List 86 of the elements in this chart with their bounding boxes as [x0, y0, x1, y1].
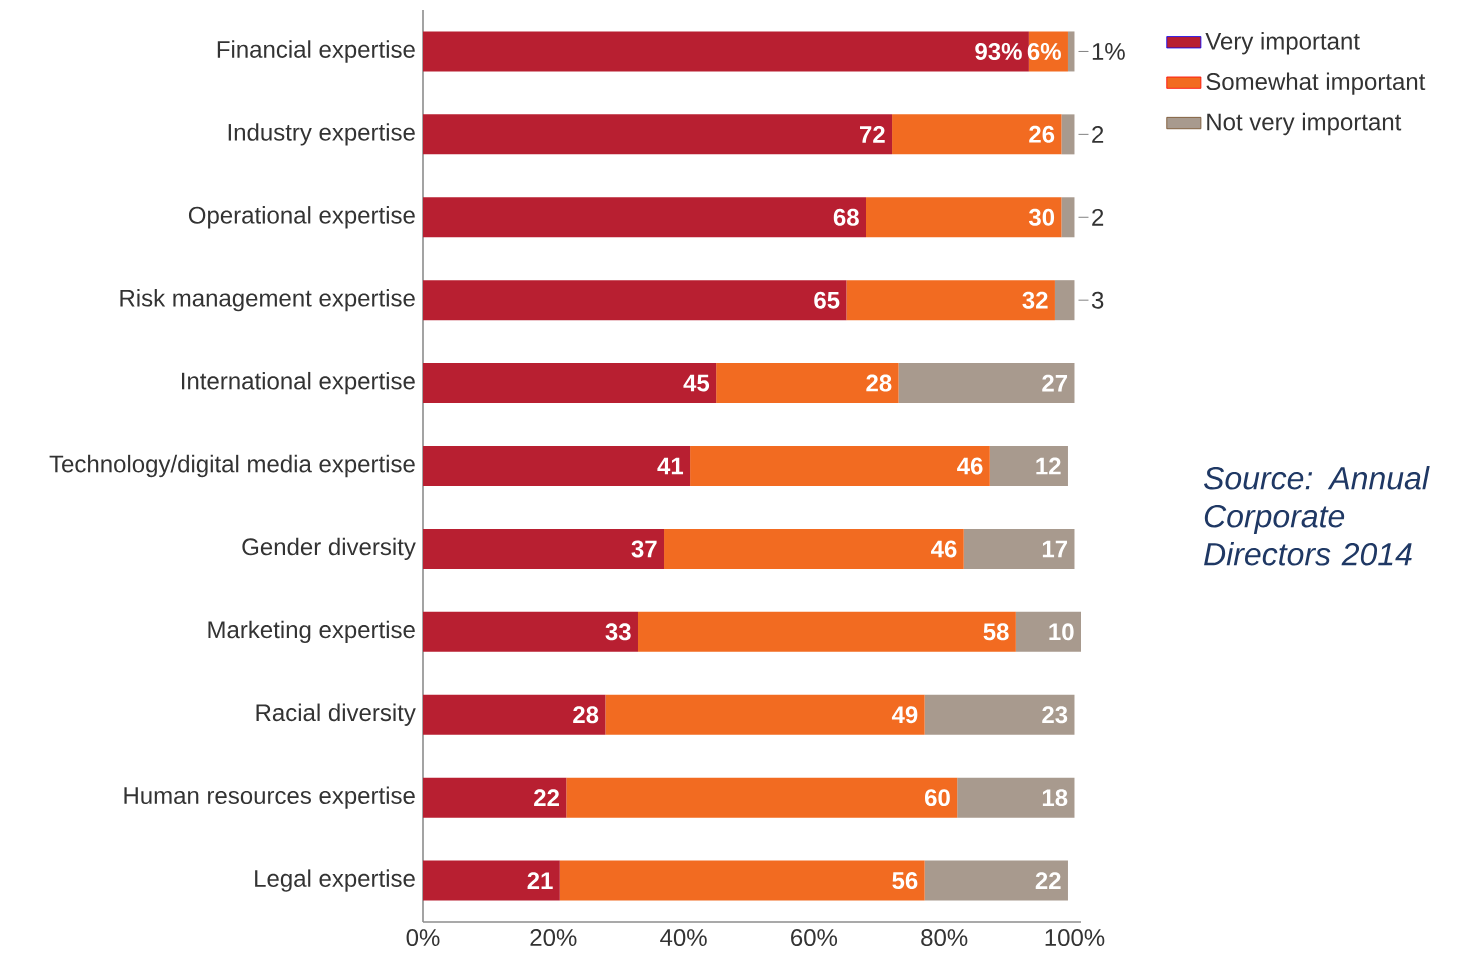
data-label: 23	[1042, 706, 1068, 724]
y-tick-label: Industry expertise	[228, 123, 415, 146]
bar	[637, 611, 1016, 652]
legend-label: Very important	[1205, 32, 1360, 55]
y-tick-label: Racial diversity	[256, 703, 416, 726]
bar	[423, 446, 691, 486]
bar	[423, 777, 567, 818]
bar	[1067, 31, 1075, 72]
data-label: 37	[631, 540, 657, 558]
y-tick-label: Operational expertise	[188, 206, 415, 229]
data-label: 93%	[975, 42, 1022, 60]
bar	[846, 280, 1055, 321]
data-label: 72	[860, 125, 885, 143]
data-label: 28	[866, 374, 892, 392]
bar	[690, 446, 990, 486]
bar	[423, 280, 847, 321]
data-label: 10	[1049, 623, 1074, 641]
bar	[423, 694, 606, 735]
bar	[423, 860, 560, 901]
data-label: 46	[957, 457, 983, 475]
bar	[898, 363, 1075, 404]
x-tick-label: 40%	[660, 929, 707, 947]
data-label: 26	[1029, 125, 1055, 143]
source-note: Source: Annual Corporate Directors 2014	[1203, 466, 1430, 566]
y-tick-label: Technology/digital media expertise	[49, 454, 415, 478]
y-tick-label: Financial expertise	[217, 40, 415, 63]
bar	[423, 114, 893, 155]
y-tick-label: Risk management expertise	[120, 289, 415, 312]
data-label: 65	[814, 291, 840, 309]
data-label: 33	[605, 623, 631, 641]
x-tick-label: 0%	[406, 929, 440, 947]
data-label: 28	[573, 706, 599, 724]
bar	[989, 446, 1068, 486]
bar	[892, 114, 1062, 155]
bar	[924, 694, 1075, 735]
bar	[423, 197, 867, 238]
data-label: 41	[657, 457, 684, 475]
data-label: 2	[1092, 125, 1104, 143]
data-label: 21	[527, 872, 553, 889]
data-label: 18	[1042, 789, 1068, 807]
data-label: 56	[892, 872, 918, 890]
bar	[1015, 611, 1081, 652]
bar	[866, 197, 1062, 238]
data-label: 17	[1042, 540, 1068, 558]
data-label: 58	[983, 623, 1009, 641]
data-label: 30	[1028, 208, 1055, 226]
data-label: 2	[1092, 208, 1104, 226]
bar	[716, 363, 899, 404]
y-tick-label: Marketing expertise	[208, 620, 415, 644]
data-label: 6%	[1027, 42, 1061, 60]
bar	[664, 528, 964, 569]
y-tick-label: Gender diversity	[242, 537, 416, 561]
bar	[605, 694, 925, 735]
x-tick-label: 100%	[1045, 929, 1105, 947]
y-tick-label: International expertise	[182, 371, 415, 395]
data-label: 68	[833, 208, 859, 226]
data-label: 46	[931, 540, 957, 558]
data-label: 45	[683, 374, 710, 392]
data-label: 49	[891, 706, 918, 724]
bar	[963, 528, 1075, 569]
bar	[559, 860, 925, 901]
x-tick-label: 20%	[530, 929, 577, 947]
bar	[1061, 197, 1075, 238]
y-tick-label: Human resources expertise	[124, 786, 415, 809]
data-label: 60	[925, 789, 950, 807]
bar	[423, 31, 1029, 72]
bar	[957, 777, 1075, 818]
x-tick-label: 60%	[791, 929, 838, 947]
bar	[423, 528, 665, 569]
bar	[924, 860, 1068, 901]
legend-label: Somewhat important	[1206, 72, 1426, 95]
bar	[423, 611, 638, 652]
y-tick-label: Legal expertise	[255, 869, 415, 892]
data-label: 1%	[1092, 43, 1125, 60]
bar	[1061, 114, 1075, 155]
data-label: 22	[1035, 872, 1061, 889]
bar	[423, 363, 717, 404]
legend-label: Not very important	[1207, 112, 1402, 136]
data-label: 22	[534, 789, 559, 806]
bar	[566, 777, 958, 818]
bar	[1054, 280, 1075, 321]
data-label: 32	[1022, 291, 1048, 309]
data-label: 3	[1091, 291, 1104, 309]
data-label: 12	[1036, 457, 1061, 475]
x-tick-label: 80%	[921, 929, 968, 947]
data-label: 27	[1042, 374, 1068, 392]
